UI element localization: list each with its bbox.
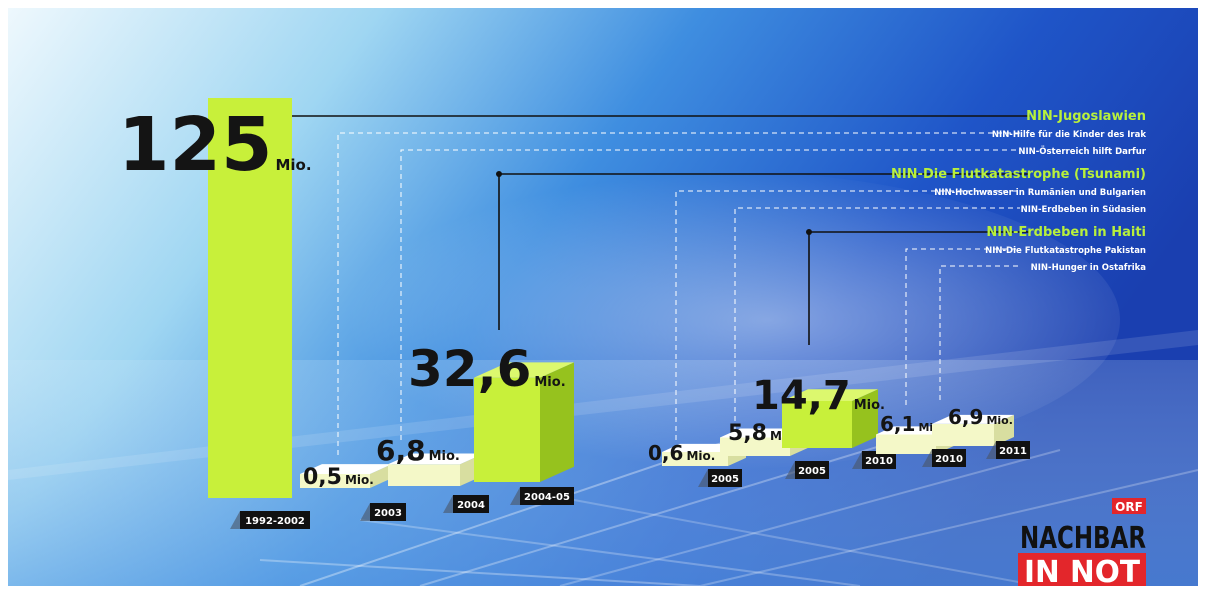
year-label: 2010	[865, 456, 893, 467]
campaign-label: NIN-Hilfe für die Kinder des Irak	[992, 130, 1146, 140]
logo-red-block	[1018, 553, 1146, 586]
leader-line	[337, 132, 1020, 455]
bar-4	[474, 362, 574, 482]
year-tag: 2005	[785, 461, 829, 479]
bar-top	[932, 414, 1014, 424]
value-label: 0,5	[303, 465, 342, 490]
value-label: 6,1	[880, 412, 915, 436]
leader-line	[400, 149, 1020, 440]
campaign-label: NIN-Jugoslawien	[1026, 109, 1146, 124]
orf-badge	[1112, 498, 1146, 514]
year-tag-box	[240, 511, 310, 529]
leader-line	[675, 190, 1020, 440]
year-label: 2003	[374, 508, 402, 519]
bar-top	[782, 389, 878, 401]
year-tag: 2003	[360, 503, 406, 521]
bar-front	[720, 437, 790, 456]
bar-2	[300, 464, 392, 488]
campaign-list: NIN-Jugoslawien NIN-Hilfe für die Kinder …	[891, 109, 1147, 273]
year-tag-box	[932, 449, 966, 467]
value-label: 5,8	[728, 421, 767, 446]
year-label: 2004-05	[524, 492, 570, 503]
logo-line-1: NACHBAR	[1020, 521, 1146, 556]
bar-side	[370, 464, 392, 488]
value-label: 6,8	[376, 434, 426, 467]
unit-label: Mio.	[275, 156, 311, 174]
year-tag: 2004	[443, 495, 489, 513]
year-label: 2010	[935, 454, 963, 465]
campaign-label: NIN-Die Flutkatastrophe Pakistan	[985, 246, 1146, 256]
bar-front	[388, 464, 460, 486]
value-label: 125	[118, 102, 272, 188]
year-tag: 2011	[986, 441, 1030, 459]
bar-side	[852, 389, 878, 448]
year-tag: 2010	[852, 451, 896, 469]
bar-top	[300, 464, 392, 474]
campaign-label: NIN-Die Flutkatastrophe (Tsunami)	[891, 167, 1146, 182]
bar-side	[994, 414, 1014, 446]
year-tag: 2004-05	[510, 487, 574, 505]
bar-7	[782, 389, 878, 448]
orf-brand: ORF	[1115, 500, 1143, 514]
year-tag-box	[862, 451, 896, 469]
bar-front	[208, 98, 292, 498]
year-tag-box	[453, 495, 489, 513]
year-tag-box	[520, 487, 574, 505]
unit-label: Mio.	[854, 398, 885, 413]
bar-front	[876, 434, 936, 454]
bar-top	[388, 453, 484, 465]
year-tag: 2005	[698, 469, 742, 487]
year-tag-box	[370, 503, 406, 521]
leader-dot	[806, 229, 812, 235]
unit-label: Mio.	[345, 473, 374, 487]
bar-top	[474, 362, 574, 378]
year-tag-box	[996, 441, 1030, 459]
leader-line	[734, 207, 1020, 430]
value-label: 14,7	[752, 373, 851, 419]
unit-label: Mio.	[534, 375, 565, 390]
campaign-label: NIN-Erdbeben in Südasien	[1021, 205, 1146, 215]
year-label: 2004	[457, 500, 485, 511]
value-label: 6,9	[948, 405, 983, 429]
year-label: 2005	[711, 474, 739, 485]
value-label: 32,6	[408, 340, 531, 398]
unit-label: Mio.	[986, 414, 1012, 427]
logo-line-2: IN NOT	[1024, 555, 1141, 590]
bar-9	[932, 414, 1014, 446]
bar-front	[782, 400, 852, 448]
bar-front	[662, 452, 728, 466]
year-tag-box	[708, 469, 742, 487]
orf-logo: ORF NACHBAR IN NOT	[1018, 498, 1146, 590]
year-label: 2011	[999, 446, 1027, 457]
bar-1	[208, 98, 292, 498]
bar-side	[540, 362, 574, 482]
unit-label: Mio.	[429, 449, 460, 464]
bar-front	[932, 423, 994, 446]
year-tag: 1992-2002	[230, 511, 310, 529]
year-tag-box	[795, 461, 829, 479]
unit-label: Mio.	[686, 449, 715, 463]
year-tag: 2010	[922, 449, 966, 467]
campaign-label: NIN-Hunger in Ostafrika	[1031, 263, 1147, 273]
campaign-label: NIN-Österreich hilft Darfur	[1018, 146, 1146, 157]
year-label: 1992-2002	[245, 516, 305, 527]
campaign-label: NIN-Hochwasser in Rumänien und Bulgarien	[934, 188, 1146, 198]
leader-line	[905, 248, 1020, 405]
year-label: 2005	[798, 466, 826, 477]
leader-dot	[496, 171, 502, 177]
bar-front	[474, 377, 540, 482]
campaign-label: NIN-Erdbeben in Haiti	[986, 225, 1146, 240]
value-label: 0,6	[648, 441, 683, 465]
bar-front	[300, 474, 370, 488]
